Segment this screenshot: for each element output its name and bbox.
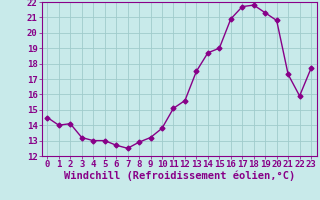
X-axis label: Windchill (Refroidissement éolien,°C): Windchill (Refroidissement éolien,°C) bbox=[64, 171, 295, 181]
